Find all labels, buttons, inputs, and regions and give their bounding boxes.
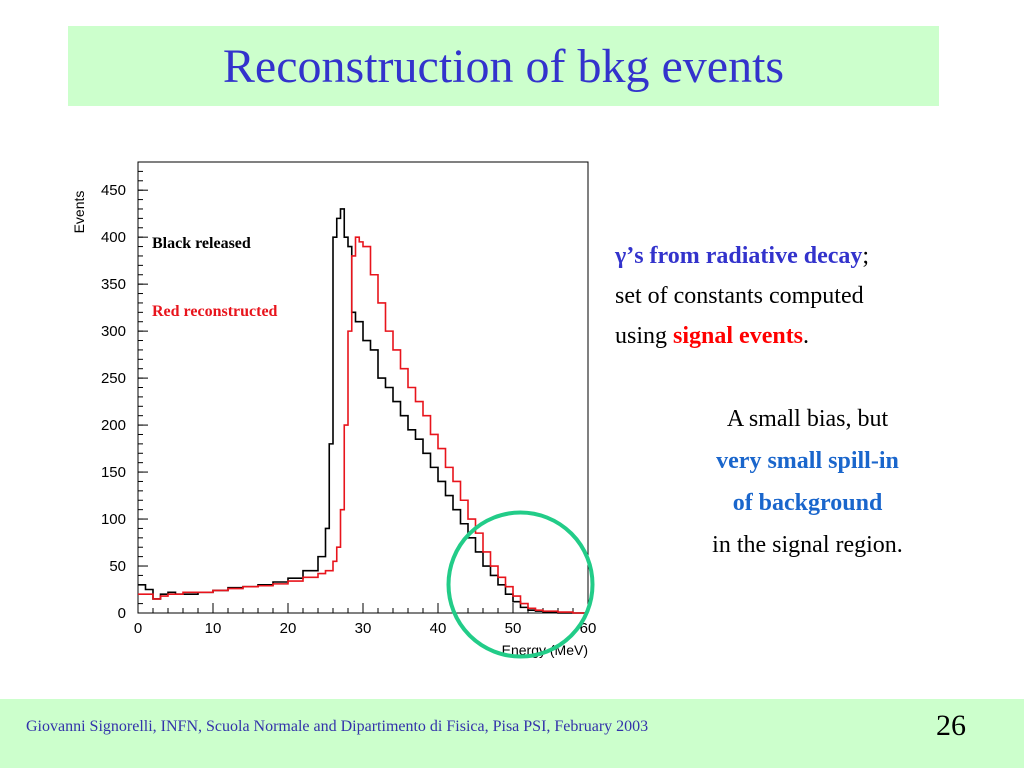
signal-region-line: in the signal region. [712,532,903,558]
y-tick-label: 250 [101,370,126,387]
radiative-decay-highlight: γ’s from radiative decay [615,243,863,269]
series-line-red [138,236,588,614]
description-line-2: set of constants computed [615,283,864,309]
legend-red-reconstructed: Red reconstructed [152,303,278,320]
spill-in-line-1: very small spill-in [716,448,899,474]
y-tick-label: 450 [101,182,126,199]
plot-frame [137,161,589,614]
description-line-1-rest: ; [862,243,870,269]
x-tick-label: 50 [505,620,522,637]
x-tick-label: 10 [205,620,222,637]
x-tick-label: 60 [580,620,597,637]
y-tick-label: 350 [101,276,126,293]
bias-line: A small bias, but [726,406,889,432]
x-tick-label: 40 [430,620,447,637]
energy-histogram: 0 10 20 30 40 50 60 0 50 100 150 200 250 300 350 400 450… [62,150,622,690]
y-tick-label: 300 [101,323,126,340]
signal-region-circle [446,510,595,659]
x-tick-label: 20 [280,620,297,637]
y-tick-label: 150 [101,464,126,481]
title-banner: Reconstruction of bkg events [68,26,939,106]
y-tick-label: 100 [101,511,126,528]
description-text: γ’s from radiative decay; set of constan… [615,236,1010,356]
description-line-3-prefix: using [615,323,674,349]
legend-black-released: Black released [152,235,251,252]
x-tick-label: 0 [134,620,142,637]
y-tick-label: 200 [101,417,126,434]
x-tick-label: 30 [355,620,372,637]
description-line-1: γ’s from radiative decay; [615,236,1010,276]
slide-title: Reconstruction of bkg events [222,39,785,93]
footer-credit: Giovanni Signorelli, INFN, Scuola Normal… [26,718,649,735]
spill-in-line-2: of background [732,490,883,516]
page-number: 26 [936,709,966,742]
bias-text: A small bias, but very small spill-in of… [640,398,975,566]
footer-bar: Giovanni Signorelli, INFN, Scuola Normal… [0,699,1024,768]
y-tick-label: 0 [118,605,126,622]
x-axis-label: Energy (MeV) [502,642,588,658]
y-tick-label: 50 [109,558,126,575]
signal-events-highlight: signal events [673,323,804,349]
description-line-3: using signal events. [615,316,1010,356]
description-line-3-suffix: . [803,323,810,349]
y-tick-label: 400 [101,229,126,246]
y-axis-label: Events [71,191,87,234]
chart-svg: 0 10 20 30 40 50 60 0 50 100 150 200 250 300 350 400 450… [71,161,597,659]
